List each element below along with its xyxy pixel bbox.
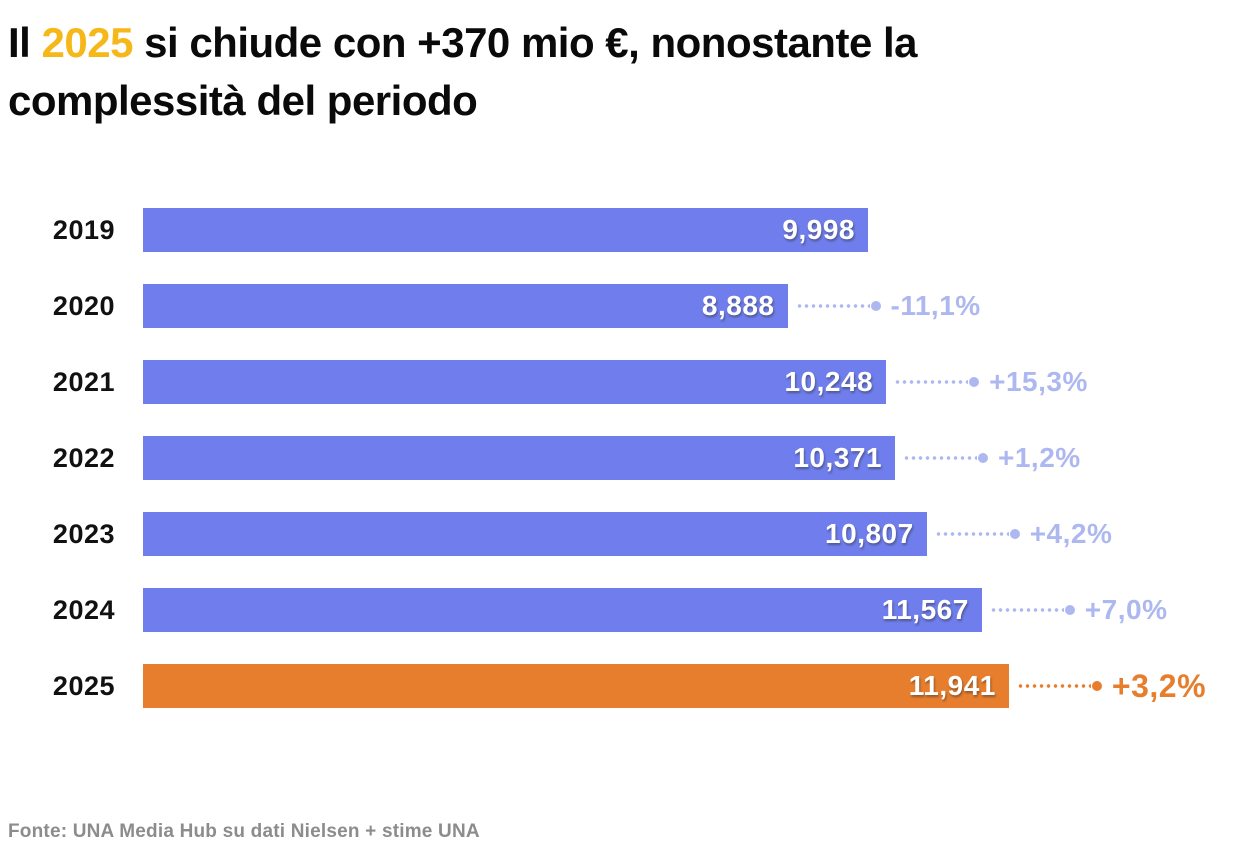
bar-row: 2025 11,941 +3,2% [0,664,1250,708]
pct-change-label: +3,2% [1111,667,1207,704]
pct-change-label: +7,0% [1084,594,1168,625]
leader-dot [870,301,881,311]
title-prefix: Il [8,19,42,66]
bar: 10,371 [143,436,895,480]
pct-change-label: -11,1% [890,290,981,321]
bar-value-label: 8,888 [701,290,775,321]
bar-row: 2020 8,888 -11,1% [0,284,1250,328]
bar-row: 2023 10,807 +4,2% [0,512,1250,556]
year-label: 2025 [52,670,115,701]
bar-row: 2022 10,371 +1,2% [0,436,1250,480]
title-suffix: si chiude con +370 mio €, nonostante la … [8,19,918,124]
bar-row: 2024 11,567 +7,0% [0,588,1250,632]
leader-dot [978,453,988,463]
bar-value-label: 10,807 [825,518,914,549]
leader-line [894,380,969,384]
bar: 8,888 [143,284,788,328]
bar: 10,807 [143,512,927,556]
pct-change-label: +15,3% [989,366,1088,397]
leader-dot [1009,529,1020,539]
bar-value-label: 11,941 [908,670,996,701]
year-label: 2020 [52,290,115,321]
leader-line [934,532,1009,536]
year-label: 2022 [52,442,115,473]
chart-title: Il 2025 si chiude con +370 mio €, nonost… [8,14,1158,130]
bar-value-label: 9,998 [782,214,855,245]
year-label: 2021 [52,366,115,397]
bar: 11,567 [143,588,982,632]
year-label: 2019 [52,214,115,245]
leader-dot [1091,681,1102,691]
pct-change-label: +1,2% [998,442,1081,473]
leader-dot [969,377,980,387]
leader-dot [1064,605,1075,615]
bar: 11,941 [143,664,1009,708]
bar-value-label: 10,248 [784,366,874,397]
leader-line [1016,684,1091,688]
bar-value-label: 11,567 [881,594,969,625]
year-label: 2023 [52,518,115,549]
horizontal-bar-chart: 2019 9,998 2020 8,888 -11,1% 2021 10,248 +15,3%… [0,208,1250,740]
bar-value-label: 10,371 [793,442,882,473]
title-highlight-year: 2025 [41,19,134,66]
year-label: 2024 [52,594,115,625]
leader-line [903,456,977,460]
source-note: Fonte: UNA Media Hub su dati Nielsen + s… [8,821,480,842]
bar: 9,998 [143,208,868,252]
pct-change-label: +4,2% [1029,518,1113,549]
bar-row: 2019 9,998 [0,208,1250,252]
bar: 10,248 [143,360,887,404]
bar-row: 2021 10,248 +15,3% [0,360,1250,404]
leader-line [795,304,870,308]
leader-line [989,608,1064,612]
